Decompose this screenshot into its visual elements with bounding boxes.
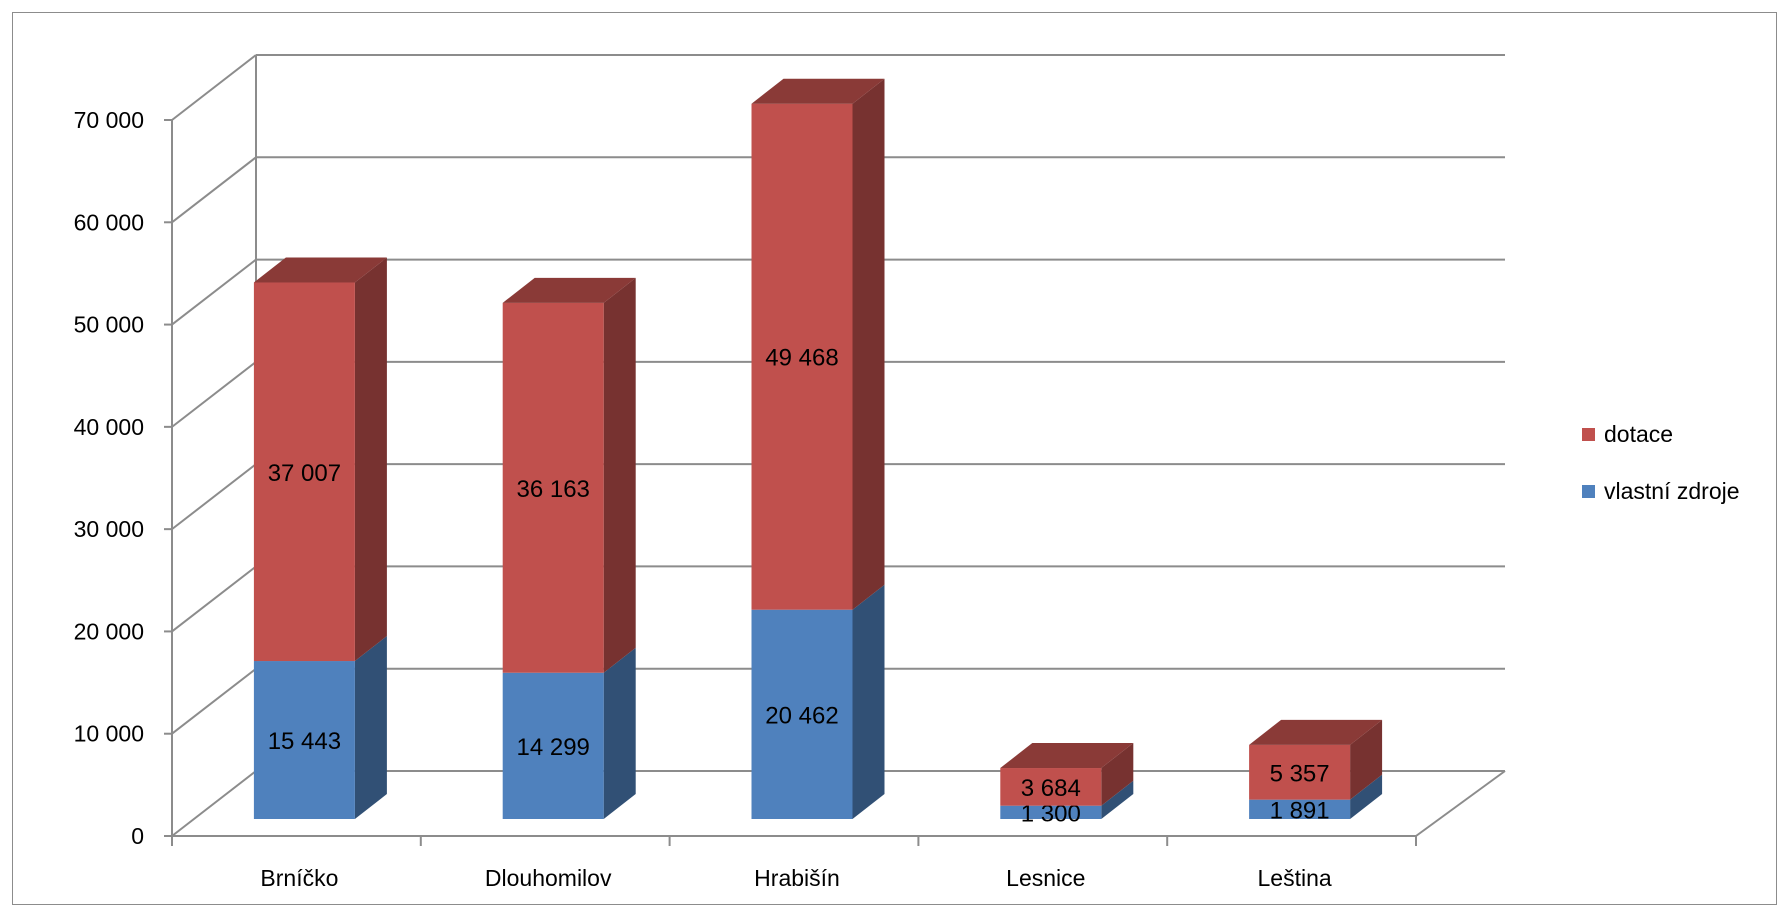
legend-swatch xyxy=(1582,485,1595,498)
bar-dotace-1 xyxy=(502,302,604,673)
floor-right-edge xyxy=(1415,770,1506,837)
bar-side-dotace-4 xyxy=(1350,719,1383,800)
data-label: 5 357 xyxy=(1270,760,1330,787)
gridline-side-3 xyxy=(171,463,257,530)
bar-vlastní-zdroje-0 xyxy=(253,661,355,819)
bar-side-dotace-2 xyxy=(852,78,885,610)
bar-dotace-0 xyxy=(253,282,355,662)
data-label: 15 443 xyxy=(268,728,341,755)
bar-top-3 xyxy=(1000,743,1134,769)
bar-side-vlastní-zdroje-4 xyxy=(1350,774,1383,819)
bar-dotace-2 xyxy=(751,103,853,610)
y-tick-label: 40 000 xyxy=(74,414,144,440)
bar-top-4 xyxy=(1249,719,1383,745)
x-tick-label: Hrabišín xyxy=(754,865,840,891)
bar-vlastní-zdroje-2 xyxy=(751,609,853,819)
bar-side-dotace-3 xyxy=(1101,743,1134,806)
bar-side-vlastní-zdroje-1 xyxy=(603,647,636,819)
bar-vlastní-zdroje-1 xyxy=(502,672,604,819)
y-tick-label: 70 000 xyxy=(74,107,144,133)
gridline-side-7 xyxy=(171,54,257,121)
bar-vlastní-zdroje-3 xyxy=(1000,805,1102,819)
gridline-side-4 xyxy=(171,361,257,428)
bar-vlastní-zdroje-4 xyxy=(1249,799,1351,819)
data-label: 3 684 xyxy=(1021,775,1081,802)
gridline-side-2 xyxy=(171,565,257,633)
legend-label: dotace xyxy=(1604,421,1673,447)
y-tick-label: 30 000 xyxy=(74,516,144,542)
data-label: 1 891 xyxy=(1270,797,1330,824)
bar-side-dotace-0 xyxy=(354,257,387,662)
bar-side-vlastní-zdroje-0 xyxy=(354,636,387,819)
legend-swatch xyxy=(1582,428,1595,441)
x-tick-label: Leština xyxy=(1258,865,1332,891)
bar-dotace-4 xyxy=(1249,744,1351,800)
data-label: 49 468 xyxy=(765,345,838,372)
y-tick-label: 60 000 xyxy=(74,209,144,235)
y-tick-label: 10 000 xyxy=(74,721,144,747)
x-tick-label: Lesnice xyxy=(1006,865,1085,891)
x-tick-label: Brníčko xyxy=(260,865,338,891)
bar-side-dotace-1 xyxy=(603,277,636,673)
bar-top-2 xyxy=(751,78,885,104)
x-tick-label: Dlouhomilov xyxy=(485,865,612,891)
y-tick-label: 0 xyxy=(131,823,144,849)
data-label: 37 007 xyxy=(268,460,341,487)
bar-dotace-3 xyxy=(1000,768,1102,806)
data-label: 20 462 xyxy=(765,702,838,729)
y-tick-label: 20 000 xyxy=(74,618,144,644)
gridline-side-1 xyxy=(171,667,257,735)
bar-side-vlastní-zdroje-2 xyxy=(852,584,885,819)
data-label: 14 299 xyxy=(516,734,589,761)
legend-label: vlastní zdroje xyxy=(1604,478,1740,504)
gridline-side-6 xyxy=(171,156,257,224)
bar-side-vlastní-zdroje-3 xyxy=(1101,780,1134,819)
bar-top-1 xyxy=(502,277,636,303)
y-tick-label: 50 000 xyxy=(74,312,144,338)
gridline-side-0 xyxy=(171,770,257,837)
data-label: 36 163 xyxy=(516,476,589,503)
gridline-side-5 xyxy=(171,258,257,326)
bar-top-0 xyxy=(253,257,387,283)
